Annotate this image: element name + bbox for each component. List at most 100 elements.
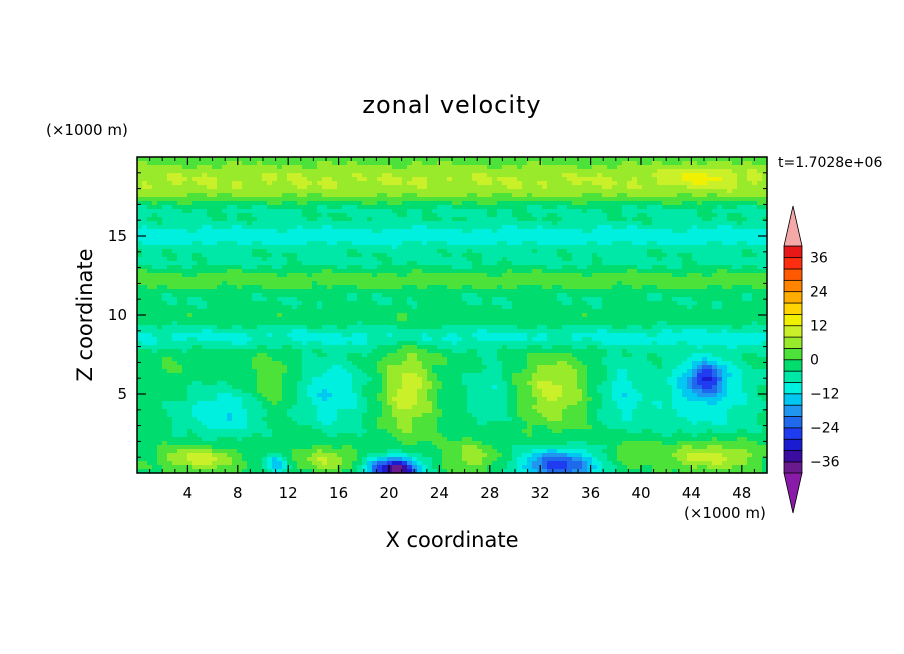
contour-cell bbox=[497, 181, 503, 186]
contour-cell bbox=[582, 185, 588, 190]
contour-cell bbox=[342, 185, 348, 190]
contour-cell bbox=[442, 185, 448, 190]
contour-cell bbox=[197, 301, 203, 306]
contour-cell bbox=[707, 169, 713, 174]
contour-cell bbox=[222, 241, 228, 246]
contour-cell bbox=[542, 289, 548, 294]
contour-cell bbox=[332, 197, 338, 202]
contour-cell bbox=[712, 257, 718, 262]
contour-cell bbox=[557, 249, 563, 254]
contour-cell bbox=[332, 157, 338, 162]
contour-cell bbox=[547, 173, 553, 178]
contour-cell bbox=[202, 233, 208, 238]
contour-cell bbox=[692, 201, 698, 206]
contour-cell bbox=[622, 289, 628, 294]
contour-cell bbox=[502, 245, 508, 250]
contour-cell bbox=[607, 177, 613, 182]
contour-cell bbox=[147, 269, 153, 274]
contour-cell bbox=[442, 173, 448, 178]
contour-cell bbox=[487, 261, 493, 266]
contour-cell bbox=[237, 225, 243, 230]
contour-cell bbox=[152, 269, 158, 274]
contour-cell bbox=[232, 261, 238, 266]
contour-cell bbox=[547, 177, 553, 182]
contour-cell bbox=[737, 297, 743, 302]
contour-cell bbox=[222, 237, 228, 242]
contour-cell bbox=[277, 237, 283, 242]
contour-cell bbox=[652, 185, 658, 190]
contour-cell bbox=[587, 241, 593, 246]
contour-cell bbox=[207, 193, 213, 198]
contour-cell bbox=[387, 253, 393, 258]
contour-cell bbox=[407, 193, 413, 198]
contour-cell bbox=[207, 233, 213, 238]
contour-cell bbox=[637, 193, 643, 198]
contour-cell bbox=[447, 173, 453, 178]
contour-cell bbox=[437, 213, 443, 218]
contour-cell bbox=[492, 213, 498, 218]
contour-cell bbox=[357, 233, 363, 238]
contour-cell bbox=[527, 301, 533, 306]
contour-cell bbox=[737, 269, 743, 274]
contour-cell bbox=[687, 177, 693, 182]
contour-cell bbox=[342, 225, 348, 230]
contour-cell bbox=[417, 201, 423, 206]
contour-cell bbox=[267, 185, 273, 190]
contour-cell bbox=[422, 205, 428, 210]
contour-cell bbox=[212, 181, 218, 186]
contour-cell bbox=[522, 233, 528, 238]
contour-cell bbox=[562, 305, 568, 310]
contour-cell bbox=[597, 193, 603, 198]
contour-cell bbox=[202, 245, 208, 250]
contour-cell bbox=[662, 289, 668, 294]
contour-cell bbox=[232, 273, 238, 278]
contour-cell bbox=[137, 261, 143, 266]
contour-cell bbox=[757, 277, 763, 282]
contour-cell bbox=[677, 245, 683, 250]
contour-cell bbox=[417, 161, 423, 166]
contour-cell bbox=[457, 301, 463, 306]
contour-cell bbox=[512, 241, 518, 246]
contour-cell bbox=[212, 297, 218, 302]
contour-cell bbox=[237, 213, 243, 218]
contour-cell bbox=[492, 221, 498, 226]
contour-cell bbox=[647, 189, 653, 194]
contour-cell bbox=[687, 221, 693, 226]
contour-cell bbox=[447, 273, 453, 278]
contour-cell bbox=[317, 185, 323, 190]
contour-cell bbox=[422, 301, 428, 306]
contour-cell bbox=[602, 305, 608, 310]
contour-cell bbox=[187, 209, 193, 214]
contour-cell bbox=[722, 209, 728, 214]
contour-cell bbox=[557, 253, 563, 258]
contour-cell bbox=[597, 245, 603, 250]
contour-cell bbox=[512, 273, 518, 278]
contour-cell bbox=[417, 177, 423, 182]
contour-cell bbox=[462, 253, 468, 258]
contour-cell bbox=[282, 241, 288, 246]
contour-cell bbox=[377, 313, 383, 318]
contour-cell bbox=[457, 257, 463, 262]
contour-cell bbox=[502, 193, 508, 198]
contour-cell bbox=[217, 233, 223, 238]
contour-cell bbox=[402, 165, 408, 170]
contour-cell bbox=[667, 213, 673, 218]
contour-cell bbox=[567, 205, 573, 210]
contour-cell bbox=[592, 257, 598, 262]
contour-cell bbox=[452, 237, 458, 242]
contour-cell bbox=[207, 305, 213, 310]
contour-cell bbox=[652, 253, 658, 258]
contour-cell bbox=[437, 169, 443, 174]
contour-cell bbox=[722, 229, 728, 234]
contour-cell bbox=[332, 241, 338, 246]
contour-cell bbox=[637, 177, 643, 182]
contour-cell bbox=[647, 297, 653, 302]
contour-cell bbox=[497, 197, 503, 202]
contour-cell bbox=[752, 305, 758, 310]
contour-cell bbox=[362, 189, 368, 194]
contour-cell bbox=[452, 265, 458, 270]
contour-cell bbox=[442, 253, 448, 258]
contour-cell bbox=[212, 189, 218, 194]
contour-cell bbox=[447, 165, 453, 170]
contour-cell bbox=[592, 297, 598, 302]
